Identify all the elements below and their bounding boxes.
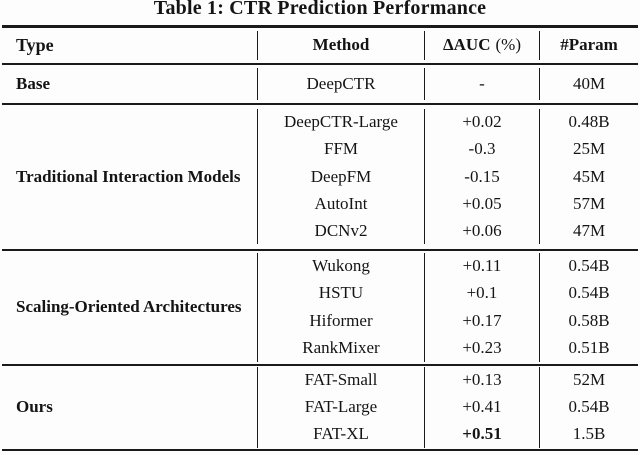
- method-cell: DCNv2: [257, 217, 424, 245]
- method-cell: FAT-Small: [257, 366, 424, 394]
- section-traditional: Traditional Interaction Models DeepCTR-L…: [2, 105, 638, 249]
- table-row: DeepCTR - 40M: [257, 67, 638, 100]
- table-row: HSTU +0.1 0.54B: [257, 279, 638, 307]
- method-cell: AutoInt: [257, 190, 424, 218]
- auc-cell: +0.13: [424, 366, 539, 394]
- table-row: FAT-Small +0.13 52M: [257, 366, 638, 394]
- section-traditional-label: Traditional Interaction Models: [16, 166, 241, 186]
- table-row: DeepFM -0.15 45M: [257, 162, 638, 191]
- auc-cell: -: [424, 67, 539, 100]
- section-base: Base DeepCTR - 40M: [2, 65, 638, 103]
- auc-cell: +0.05: [424, 190, 539, 218]
- param-cell: 0.54B: [539, 252, 638, 280]
- auc-cell: +0.02: [424, 108, 539, 136]
- method-cell: Hiformer: [257, 307, 424, 335]
- table-row: Hiformer +0.17 0.58B: [257, 307, 638, 335]
- section-ours-label: Ours: [16, 397, 53, 416]
- header-auc: ΔAUC (%): [424, 30, 539, 60]
- param-cell: 52M: [539, 366, 638, 394]
- auc-cell: +0.17: [424, 307, 539, 335]
- param-cell: 45M: [539, 162, 638, 191]
- param-cell: 0.48B: [539, 108, 638, 136]
- method-cell: Wukong: [257, 252, 424, 280]
- header-method: Method: [257, 30, 424, 60]
- param-cell: 25M: [539, 135, 638, 163]
- auc-cell: +0.11: [424, 252, 539, 280]
- table-row: FAT-XL +0.51 1.5B: [257, 420, 638, 448]
- param-cell: 0.54B: [539, 393, 638, 421]
- auc-cell: +0.1: [424, 279, 539, 307]
- method-cell: FAT-XL: [257, 420, 424, 448]
- method-cell: FAT-Large: [257, 393, 424, 421]
- table-caption-container: Table 1: CTR Prediction Performance: [0, 0, 640, 24]
- param-cell: 0.54B: [539, 279, 638, 307]
- table-row: RankMixer +0.23 0.51B: [257, 334, 638, 362]
- header-type: Type: [16, 35, 54, 55]
- method-cell: HSTU: [257, 279, 424, 307]
- table-row: FFM -0.3 25M: [257, 135, 638, 163]
- param-cell: 0.51B: [539, 334, 638, 362]
- method-cell: RankMixer: [257, 334, 424, 362]
- method-cell: DeepCTR-Large: [257, 108, 424, 136]
- table-row: DeepCTR-Large +0.02 0.48B: [257, 108, 638, 136]
- method-cell: FFM: [257, 135, 424, 163]
- auc-cell: +0.41: [424, 393, 539, 421]
- header-rule: [2, 62, 638, 65]
- auc-cell: -0.3: [424, 135, 539, 163]
- table-header-row: Type Method ΔAUC (%) #Param: [2, 28, 638, 63]
- table-row: Wukong +0.11 0.54B: [257, 252, 638, 280]
- table-row: FAT-Large +0.41 0.54B: [257, 393, 638, 421]
- section-rule: [2, 102, 638, 105]
- param-cell: 40M: [539, 67, 638, 100]
- section-rule: [2, 363, 638, 366]
- section-base-label: Base: [16, 73, 50, 93]
- table-row: Method ΔAUC (%) #Param: [257, 30, 638, 60]
- header-auc-unit: (%): [495, 35, 521, 54]
- auc-cell: +0.06: [424, 217, 539, 245]
- top-rule: [2, 25, 638, 28]
- auc-cell: +0.23: [424, 334, 539, 362]
- section-rule: [2, 248, 638, 251]
- auc-cell: -0.15: [424, 162, 539, 191]
- method-cell: DeepFM: [257, 162, 424, 191]
- table-row: DCNv2 +0.06 47M: [257, 217, 638, 245]
- table-caption: Table 1: CTR Prediction Performance: [153, 0, 487, 19]
- header-auc-label: ΔAUC: [443, 35, 491, 54]
- param-cell: 1.5B: [539, 420, 638, 448]
- section-scaling-label: Scaling-Oriented Architectures: [16, 297, 242, 316]
- ctr-prediction-table: Type Method ΔAUC (%) #Param Base DeepCTR: [2, 25, 638, 451]
- param-cell: 57M: [539, 190, 638, 218]
- param-cell: 0.58B: [539, 307, 638, 335]
- method-cell: DeepCTR: [257, 67, 424, 100]
- section-ours: Ours FAT-Small +0.13 52M FAT-Large +0.41…: [2, 366, 638, 449]
- section-scaling: Scaling-Oriented Architectures Wukong +0…: [2, 251, 638, 364]
- header-param: #Param: [539, 30, 638, 60]
- auc-cell-best: +0.51: [424, 420, 539, 448]
- table-row: AutoInt +0.05 57M: [257, 190, 638, 218]
- bottom-rule: [2, 448, 638, 451]
- param-cell: 47M: [539, 217, 638, 245]
